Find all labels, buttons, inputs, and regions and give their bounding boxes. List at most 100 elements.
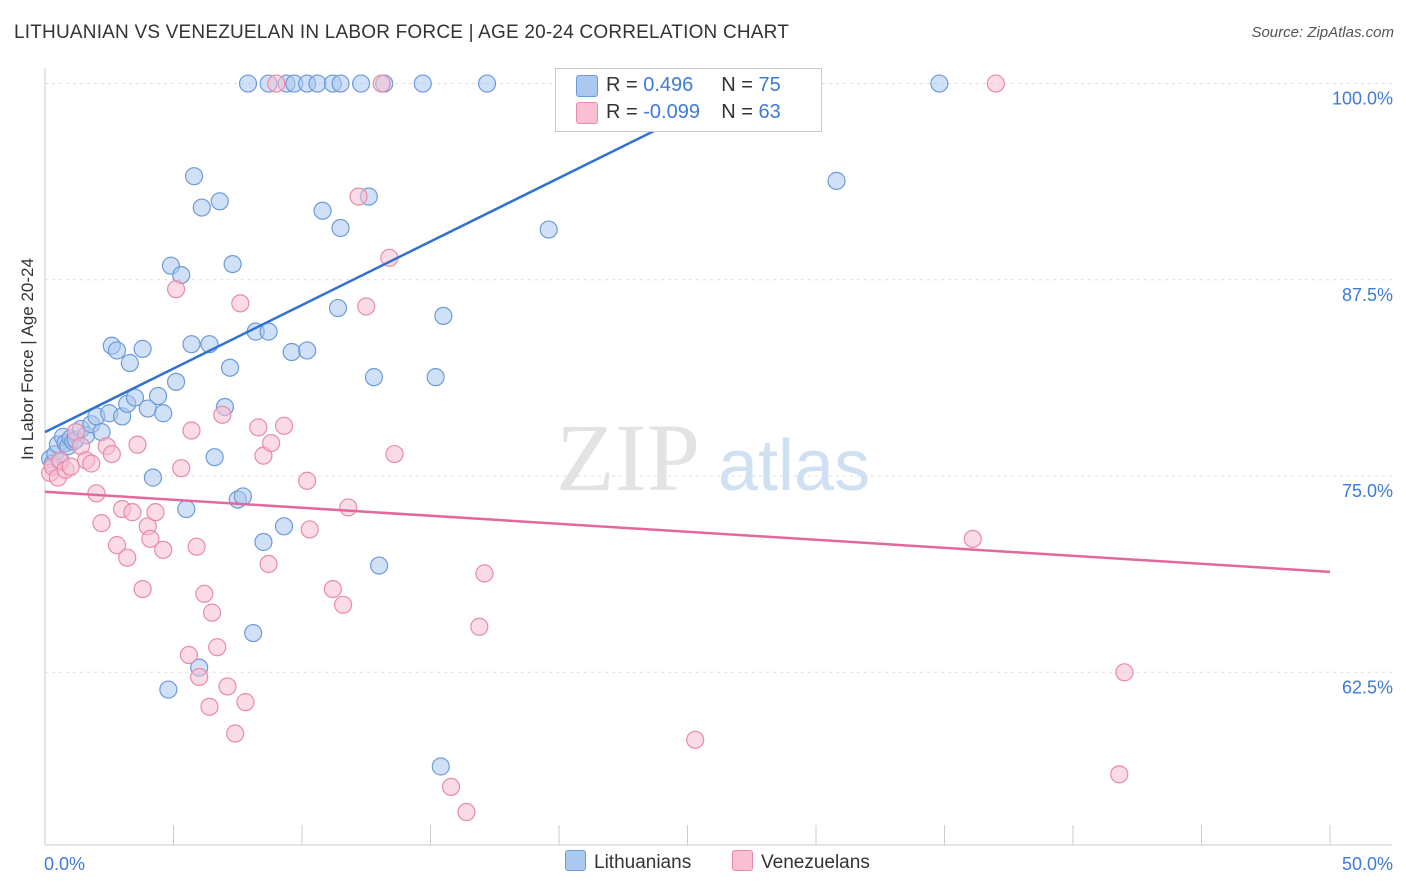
lithuanian-point [477, 74, 497, 93]
lithuanian-trend-line [44, 77, 761, 434]
lithuanian-point [182, 335, 201, 354]
chart-title: LITHUANIAN VS VENEZUELAN IN LABOR FORCE … [14, 22, 790, 43]
lithuanian-point [298, 341, 317, 360]
venezuelan-point [372, 74, 391, 93]
venezuelan-point [226, 724, 245, 743]
lithuanian-point [184, 167, 204, 186]
lithuanian-point [827, 171, 846, 190]
venezuelan-point [213, 405, 232, 424]
venezuelan-trend-line [44, 490, 1331, 574]
venezuelan-point [61, 457, 80, 476]
venezuelan-point [202, 603, 222, 622]
venezuelan-point [179, 645, 199, 665]
venezuelan-point [82, 454, 101, 473]
venezuelan-point [1115, 663, 1134, 682]
lithuanian-point [125, 388, 145, 407]
lithuanian-point [107, 341, 127, 360]
lithuanian-point [148, 386, 168, 406]
venezuelan-point [102, 444, 121, 464]
lithuanian-point [313, 201, 332, 220]
venezuelan-point [259, 554, 278, 574]
y-axis-label: In Labor Force | Age 20-24 [18, 258, 37, 460]
bottom-legend-label: Lithuanians [594, 852, 692, 873]
legend-swatch-pink [576, 101, 598, 124]
lithuanian-point [238, 74, 258, 93]
y-tick-label: 75.0% [1342, 481, 1393, 501]
legend-n-label: N = [721, 74, 759, 96]
lithuanian-point [308, 74, 327, 93]
venezuelan-point [262, 433, 281, 453]
lithuanian-point [244, 623, 263, 643]
legend-n-value: 75 [758, 74, 781, 96]
venezuelan-point [1110, 765, 1129, 784]
venezuelan-point [475, 564, 494, 583]
venezuelan-point [267, 74, 286, 93]
venezuelan-point [457, 802, 476, 822]
legend-row-venezuelans: R = -0.099 N = 63 [576, 101, 781, 127]
bottom-legend-lithuanians: Lithuanians [565, 850, 692, 874]
lithuanian-point [930, 74, 949, 93]
venezuelan-point [385, 444, 404, 464]
venezuelan-point [218, 677, 237, 696]
lithuanian-point [328, 298, 348, 318]
lithuanian-point [120, 353, 139, 373]
legend-n-label: N = [721, 101, 759, 123]
venezuelan-point [128, 435, 147, 454]
bottom-legend-swatch-pink [732, 850, 753, 872]
lithuanian-point [254, 532, 273, 552]
lithuanian-point [259, 322, 278, 341]
y-tick-label: 62.5% [1342, 677, 1393, 697]
venezuelan-point [123, 503, 142, 522]
venezuelan-point [339, 498, 358, 517]
lithuanian-point [431, 757, 450, 776]
lithuanian-point [205, 448, 224, 467]
venezuelan-point [187, 537, 206, 556]
legend-r-label: R = [606, 101, 644, 123]
venezuelan-point [236, 693, 255, 712]
venezuelan-point [298, 471, 317, 490]
venezuelan-point [274, 416, 294, 435]
points-layer [41, 74, 1134, 822]
venezuelan-point [323, 579, 342, 599]
lithuanian-point [274, 517, 294, 536]
lithuanian-point [434, 306, 453, 326]
venezuelan-point [154, 540, 173, 559]
bottom-legend-swatch-blue [565, 850, 586, 872]
venezuelan-point [470, 617, 489, 636]
watermark-atlas: atlas [718, 426, 870, 506]
lithuanian-point [370, 556, 389, 575]
venezuelan-point [300, 520, 319, 539]
venezuelan-point [195, 584, 214, 603]
venezuelan-point [334, 595, 353, 614]
lithuanian-point [166, 372, 186, 391]
y-tick-label: 87.5% [1342, 285, 1393, 305]
venezuelan-point [166, 280, 186, 299]
bottom-legend-venezuelans: Venezuelans [732, 850, 870, 874]
grid-layer [45, 83, 1392, 673]
bottom-legend-label: Venezuelans [761, 852, 870, 873]
venezuelan-point [118, 548, 137, 567]
lithuanian-point [143, 468, 163, 487]
lithuanian-point [192, 198, 211, 217]
lithuanian-point [539, 220, 558, 239]
legend-swatch-blue [576, 74, 598, 97]
venezuelan-point [686, 730, 705, 749]
venezuelan-point [200, 697, 219, 716]
lithuanian-point [426, 368, 445, 387]
venezuelan-point [441, 777, 461, 797]
venezuelan-point [107, 536, 127, 555]
trend-layer [44, 77, 1331, 574]
lithuanian-point [352, 74, 371, 93]
lithuanian-point [220, 358, 240, 377]
stats-legend: R = 0.496 N = 75 R = -0.099 N = 63 [555, 68, 822, 132]
venezuelan-point [231, 294, 250, 313]
watermark: ZIP atlas [556, 404, 870, 511]
lithuanian-point [413, 74, 432, 93]
venezuelan-point [172, 459, 191, 478]
venezuelan-point [208, 638, 227, 657]
lithuanian-point [282, 342, 301, 362]
legend-r-value: -0.099 [643, 101, 700, 123]
lithuanian-point [233, 487, 252, 506]
venezuelan-point [87, 484, 106, 503]
